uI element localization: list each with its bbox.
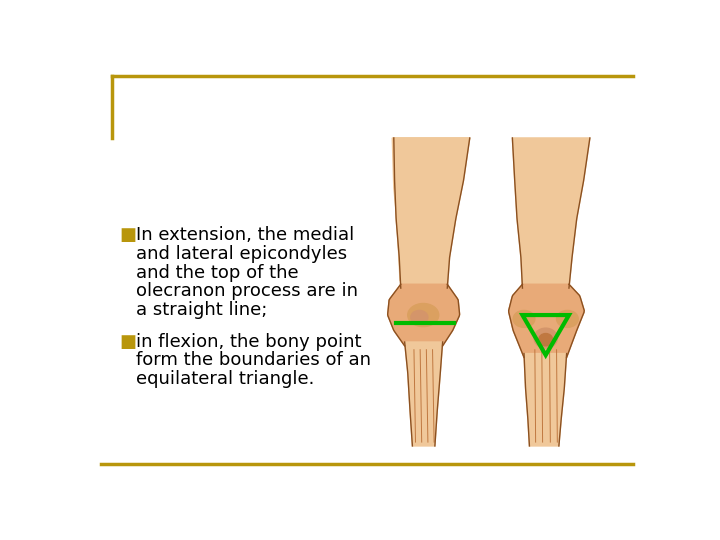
Text: and the top of the: and the top of the	[137, 264, 299, 281]
Ellipse shape	[411, 310, 428, 325]
Ellipse shape	[534, 328, 557, 348]
Text: and lateral epicondyles: and lateral epicondyles	[137, 245, 348, 263]
Text: in flexion, the bony point: in flexion, the bony point	[137, 333, 362, 351]
Text: olecranon process are in: olecranon process are in	[137, 282, 359, 300]
Polygon shape	[394, 138, 469, 288]
Polygon shape	[387, 284, 459, 346]
Ellipse shape	[557, 310, 578, 327]
Ellipse shape	[513, 310, 535, 327]
Polygon shape	[513, 138, 590, 288]
Text: a straight line;: a straight line;	[137, 301, 268, 319]
Ellipse shape	[408, 303, 438, 327]
Text: equilateral triangle.: equilateral triangle.	[137, 370, 315, 388]
Polygon shape	[392, 138, 469, 280]
Polygon shape	[524, 354, 567, 446]
Text: form the boundaries of an: form the boundaries of an	[137, 352, 372, 369]
Text: ■: ■	[120, 226, 137, 245]
Polygon shape	[508, 284, 584, 357]
Text: ■: ■	[120, 333, 137, 351]
Polygon shape	[405, 342, 443, 446]
Ellipse shape	[539, 334, 553, 346]
Text: In extension, the medial: In extension, the medial	[137, 226, 355, 245]
